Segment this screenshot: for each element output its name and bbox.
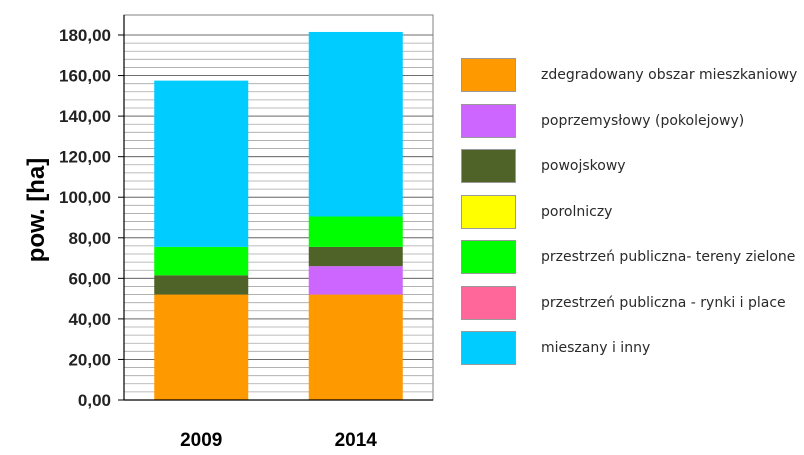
bar-segment [154, 80, 249, 247]
legend-swatch [461, 58, 516, 92]
legend-item: zdegradowany obszar mieszkaniowy [461, 56, 801, 102]
x-tick-label: 2014 [335, 430, 378, 450]
legend-label: przestrzeń publiczna - rynki i place [541, 294, 786, 311]
bar-segment [308, 31, 403, 217]
bar-segment [308, 246, 403, 267]
legend-label: porolniczy [541, 203, 613, 220]
legend-label: zdegradowany obszar mieszkaniowy [541, 67, 798, 83]
legend-label: przestrzeń publiczna- tereny zielone [541, 249, 796, 265]
legend-swatch [461, 149, 516, 183]
legend-swatch [461, 285, 516, 320]
y-tick-label: 180,00 [59, 26, 111, 45]
x-tick-label: 2009 [180, 430, 222, 450]
y-tick-label: 120,00 [59, 148, 111, 167]
legend-swatch [461, 331, 516, 365]
legend-item: powojskowy [461, 147, 801, 193]
y-tick-label: 80,00 [68, 229, 111, 248]
axes: 2009 2014 0,00 20,00 40,00 60,00 80,00 100,00 12… [59, 15, 433, 451]
legend-item: przestrzeń publiczna - rynki i place [461, 284, 801, 330]
y-tick-label: 40,00 [68, 310, 111, 329]
legend-item: porolniczy [461, 193, 801, 239]
bars [154, 31, 403, 400]
y-tick-label: 140,00 [59, 107, 111, 126]
legend-swatch [461, 240, 516, 274]
y-tick-label: 160,00 [59, 67, 111, 86]
y-tick-label: 60,00 [68, 269, 111, 288]
y-tick-label: 100,00 [59, 188, 111, 207]
legend-label: powojskowy [541, 158, 626, 174]
y-tick-label: 0,00 [78, 391, 111, 410]
bar-segment [154, 294, 249, 400]
y-tick-label: 20,00 [68, 350, 111, 369]
legend-item: mieszany i inny [461, 329, 801, 375]
bar-segment [154, 275, 249, 295]
bar-segment [308, 294, 403, 400]
y-axis-title: pow. [ha] [23, 158, 50, 262]
bar-segment [308, 216, 403, 247]
legend-item: przestrzeń publiczna- tereny zielone [461, 238, 801, 284]
legend-swatch [461, 194, 516, 229]
legend-item: poprzemysłowy (pokolejowy) [461, 102, 801, 148]
bar-segment [154, 246, 249, 276]
bar-segment [308, 266, 403, 295]
legend-label: mieszany i inny [541, 340, 651, 356]
legend-swatch [461, 103, 516, 138]
legend-label: poprzemysłowy (pokolejowy) [541, 112, 745, 129]
legend: zdegradowany obszar mieszkaniowy poprzemy… [461, 56, 801, 375]
